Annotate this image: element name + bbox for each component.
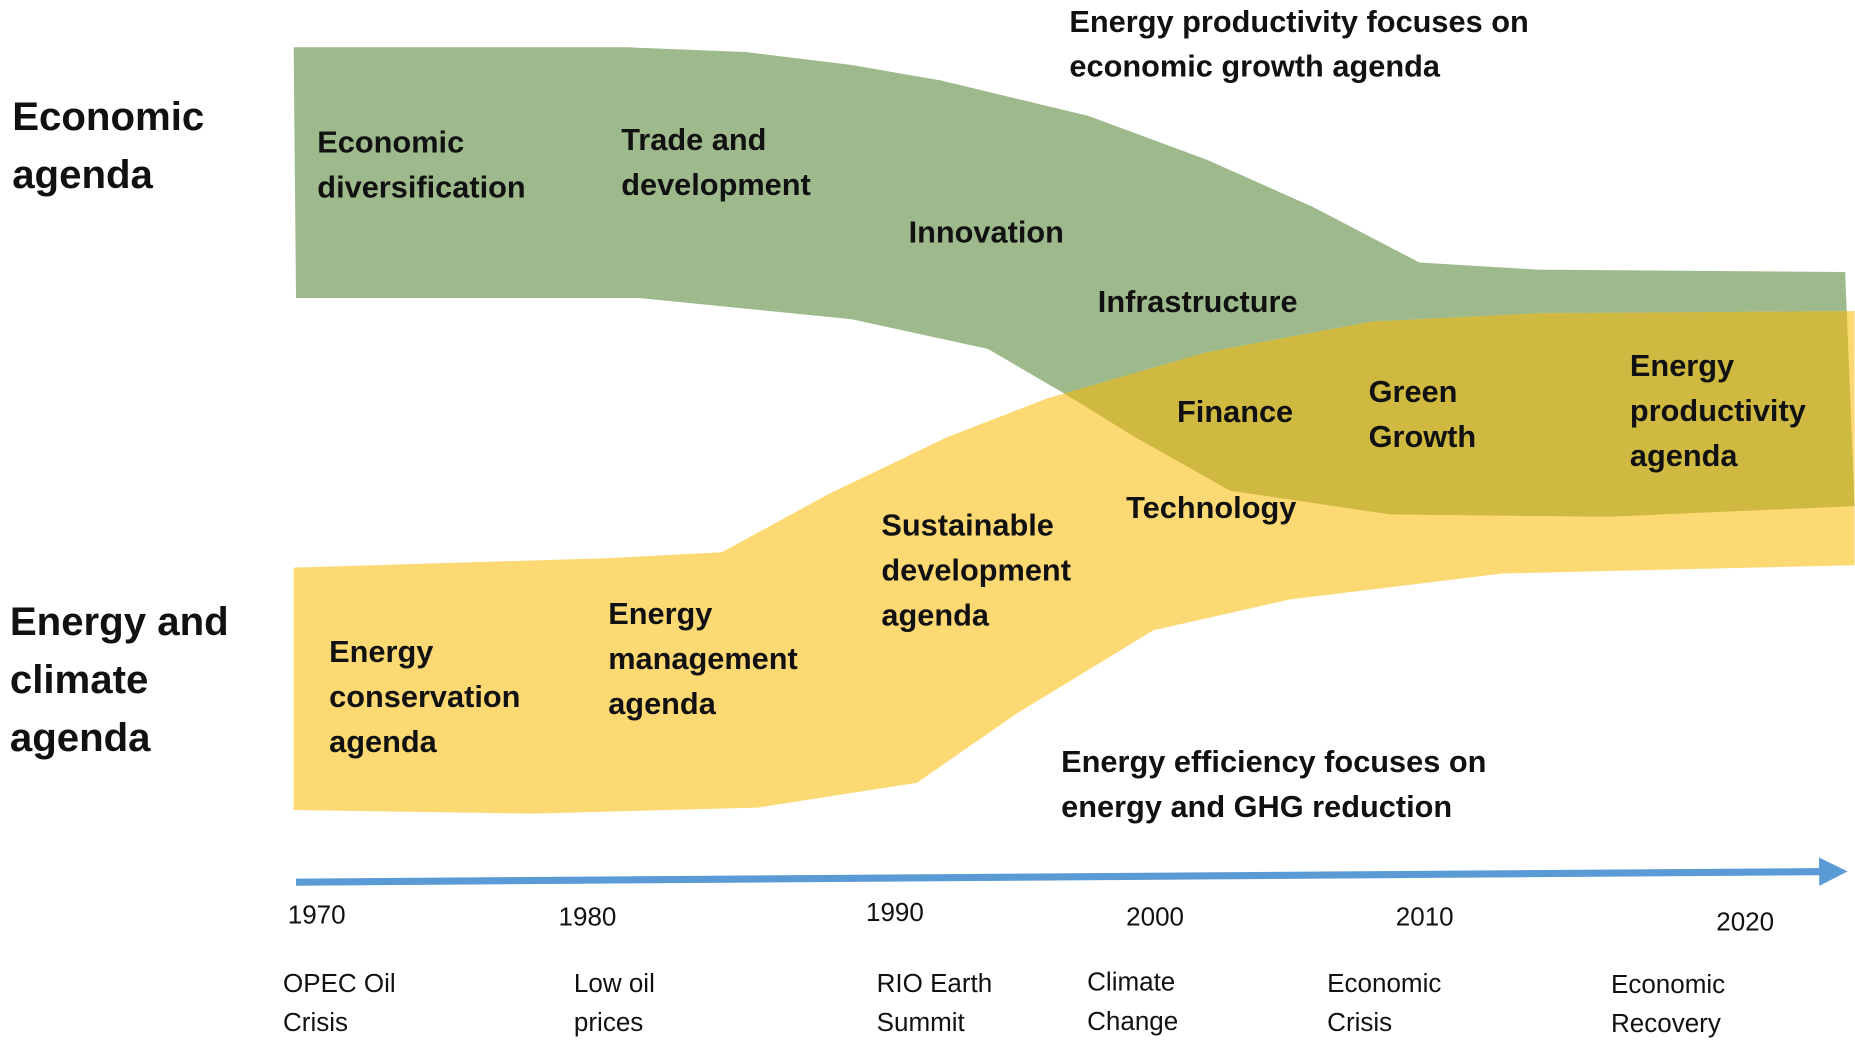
row-label: agenda — [10, 715, 151, 760]
annotation: energy and GHG reduction — [1061, 789, 1452, 824]
energy-item: Energy — [329, 634, 433, 669]
annotation: Energy efficiency focuses on — [1061, 744, 1486, 779]
event-label: Change — [1087, 1006, 1178, 1036]
row-label: agenda — [12, 152, 153, 197]
overlap-item: Energy — [1630, 348, 1734, 383]
row-label: climate — [10, 657, 148, 702]
annotation: economic growth agenda — [1069, 49, 1440, 84]
row-label: Economic — [12, 94, 204, 139]
row-label: Energy and — [10, 599, 229, 644]
event-label: OPEC Oil — [283, 968, 396, 998]
year-label: 1980 — [559, 902, 617, 932]
overlap-item: productivity — [1630, 393, 1806, 428]
event-label: Climate — [1087, 967, 1175, 997]
year-label: 2010 — [1396, 902, 1454, 932]
economic-item: diversification — [317, 169, 525, 204]
overlap-item: Finance — [1177, 394, 1293, 429]
energy-item: Sustainable — [881, 508, 1054, 543]
year-label: 1970 — [288, 899, 346, 929]
year-label: 2020 — [1716, 906, 1774, 936]
overlap-band — [293, 311, 1855, 517]
energy-item: conservation — [329, 679, 520, 714]
annotation: Energy productivity focuses on — [1069, 4, 1528, 39]
event-label: Economic — [1611, 969, 1725, 999]
energy-item: agenda — [329, 724, 438, 759]
overlap-item: Green — [1369, 374, 1458, 409]
event-label: Economic — [1327, 968, 1441, 998]
energy-item: Technology — [1126, 490, 1296, 525]
economic-item: Innovation — [909, 214, 1064, 249]
economic-item: Infrastructure — [1098, 284, 1298, 319]
year-label: 1990 — [866, 897, 924, 927]
event-label: Summit — [877, 1007, 966, 1037]
year-label: 2000 — [1126, 902, 1184, 932]
timeline-arrow — [295, 857, 1848, 886]
event-label: Crisis — [283, 1007, 348, 1037]
event-label: Recovery — [1611, 1008, 1721, 1038]
event-label: Crisis — [1327, 1007, 1392, 1037]
event-label: RIO Earth — [877, 968, 993, 998]
economic-item: development — [621, 167, 811, 202]
event-label: prices — [574, 1007, 643, 1037]
economic-item: Economic — [317, 124, 464, 159]
economic-item: Trade and — [621, 122, 766, 157]
energy-item: development — [881, 552, 1071, 587]
energy-item: agenda — [881, 597, 990, 632]
overlap-item: agenda — [1630, 438, 1739, 473]
energy-item: management — [608, 641, 798, 676]
event-label: Low oil — [574, 968, 655, 998]
energy-item: Energy — [608, 596, 712, 631]
energy-item: agenda — [608, 686, 717, 721]
overlap-item: Growth — [1369, 419, 1477, 454]
